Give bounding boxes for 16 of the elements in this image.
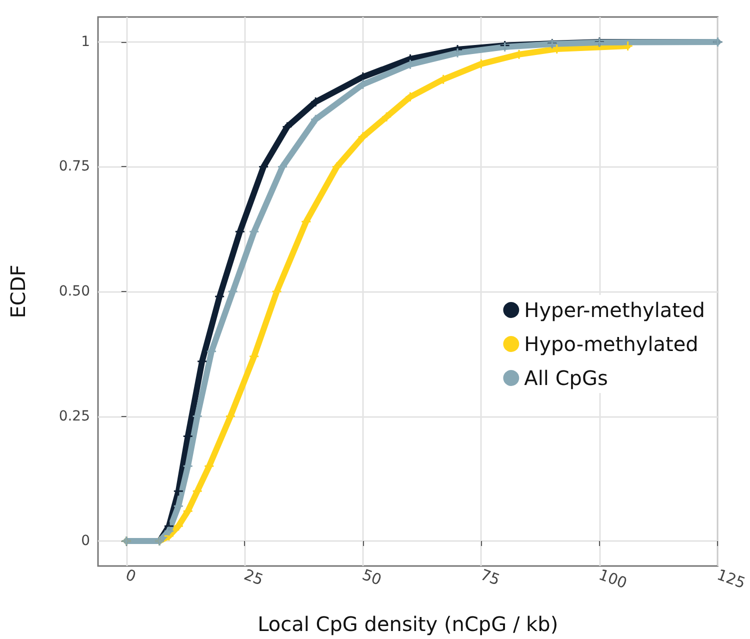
y-tick-label: 0.75 bbox=[58, 158, 90, 175]
legend-label: Hypo-methylated bbox=[524, 332, 698, 356]
y-tick-label: 0 bbox=[81, 533, 90, 550]
x-axis-title: Local CpG density (nCpG / kb) bbox=[258, 612, 558, 636]
x-tick-label: 75 bbox=[478, 566, 502, 589]
y-tick-label: 0.25 bbox=[58, 408, 90, 424]
y-tick-label: 1 bbox=[81, 34, 90, 50]
legend-label: Hyper-methylated bbox=[524, 298, 706, 322]
legend-label: All CpGs bbox=[524, 366, 608, 390]
y-axis-title: ECDF bbox=[6, 264, 30, 318]
y-tick-label: 0.50 bbox=[58, 284, 90, 300]
x-tick-label: 125 bbox=[714, 566, 748, 592]
x-tick-label: 50 bbox=[360, 566, 384, 589]
x-tick-label: 100 bbox=[596, 566, 630, 592]
x-tick-label: 0 bbox=[123, 566, 138, 586]
x-tick-label: 25 bbox=[242, 566, 266, 589]
